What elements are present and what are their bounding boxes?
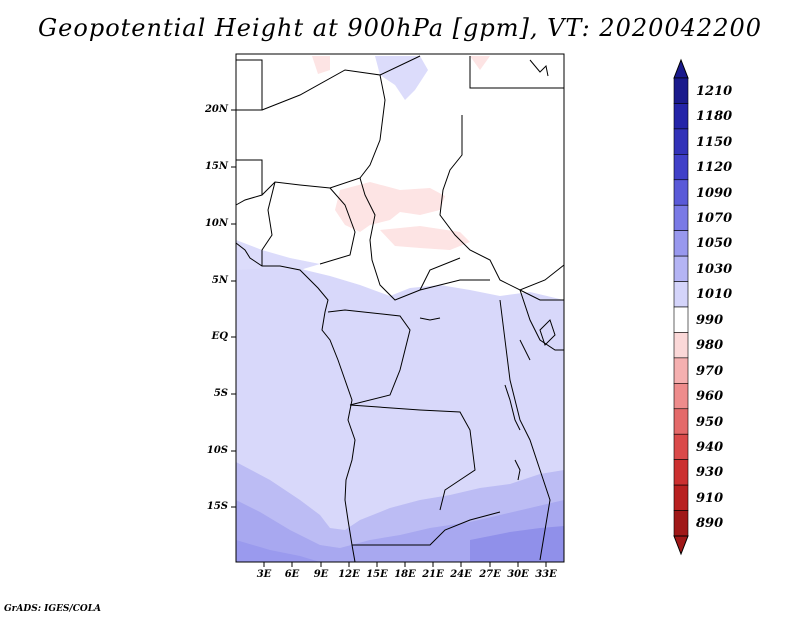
geopotential-field (236, 54, 564, 562)
colorbar-swatch (673, 128, 689, 155)
colorbar-level-label: 1090 (696, 185, 733, 201)
lat-label: 5N (211, 275, 228, 286)
lon-label: 18E (394, 569, 416, 580)
colorbar-level-label: 890 (696, 516, 724, 532)
colorbar-level-label: 990 (696, 312, 724, 328)
colorbar-swatch (673, 383, 689, 410)
colorbar-swatch (673, 357, 689, 384)
colorbar-level-label: 1150 (696, 134, 733, 150)
colorbar-swatch (673, 459, 689, 486)
lon-label: 30E (507, 569, 529, 580)
lat-label: 15S (206, 501, 228, 512)
footer-credit: GrADS: IGES/COLA (4, 604, 102, 614)
colorbar-arrow-top (673, 58, 689, 79)
colorbar-swatch (673, 332, 689, 359)
colorbar-level-label: 910 (696, 490, 724, 506)
colorbar-level-label: 1210 (696, 83, 733, 99)
colorbar-swatch (673, 433, 689, 460)
lat-label: 5S (213, 388, 228, 399)
colorbar-swatch (673, 408, 689, 435)
lon-label: 33E (535, 569, 557, 580)
lat-label: 10N (204, 218, 228, 229)
lat-label: EQ (211, 331, 228, 342)
colorbar-swatch (673, 103, 689, 130)
colorbar-level-label: 1010 (696, 287, 733, 303)
lon-label: 21E (422, 569, 444, 580)
colorbar-swatch (673, 77, 689, 104)
colorbar-swatch (673, 154, 689, 181)
colorbar-swatch (673, 255, 689, 282)
colorbar-level-label: 980 (696, 338, 724, 354)
colorbar-level-label: 1030 (696, 261, 733, 277)
colorbar-level-label: 1120 (696, 160, 733, 176)
colorbar-level-label: 1180 (696, 109, 733, 125)
colorbar-level-label: 1050 (696, 236, 733, 252)
map-ticks (231, 109, 547, 567)
colorbar-swatch (673, 204, 689, 231)
colorbar-level-label: 950 (696, 414, 724, 430)
lon-label: 9E (313, 569, 329, 580)
lon-label: 24E (450, 569, 472, 580)
colorbar-level-label: 940 (696, 439, 724, 455)
lon-label: 12E (338, 569, 360, 580)
colorbar (673, 58, 689, 556)
lat-label: 20N (204, 104, 228, 115)
colorbar-swatch (673, 281, 689, 308)
lon-label: 6E (284, 569, 300, 580)
map-frame (235, 53, 565, 563)
colorbar-swatch (673, 484, 689, 511)
colorbar-arrow-bottom (673, 535, 689, 556)
lat-label: 15N (204, 161, 228, 172)
lon-label: 15E (366, 569, 388, 580)
lon-label: 3E (256, 569, 272, 580)
colorbar-level-label: 930 (696, 465, 724, 481)
colorbar-level-label: 970 (696, 363, 724, 379)
lon-label: 27E (479, 569, 501, 580)
colorbar-swatch (673, 230, 689, 257)
map-borders (235, 55, 565, 563)
colorbar-level-label: 1070 (696, 210, 733, 226)
chart-title: Geopotential Height at 900hPa [gpm], VT:… (38, 14, 762, 42)
colorbar-level-label: 960 (696, 389, 724, 405)
colorbar-swatch (673, 510, 689, 537)
colorbar-swatch (673, 306, 689, 333)
lat-label: 10S (206, 445, 228, 456)
colorbar-swatch (673, 179, 689, 206)
